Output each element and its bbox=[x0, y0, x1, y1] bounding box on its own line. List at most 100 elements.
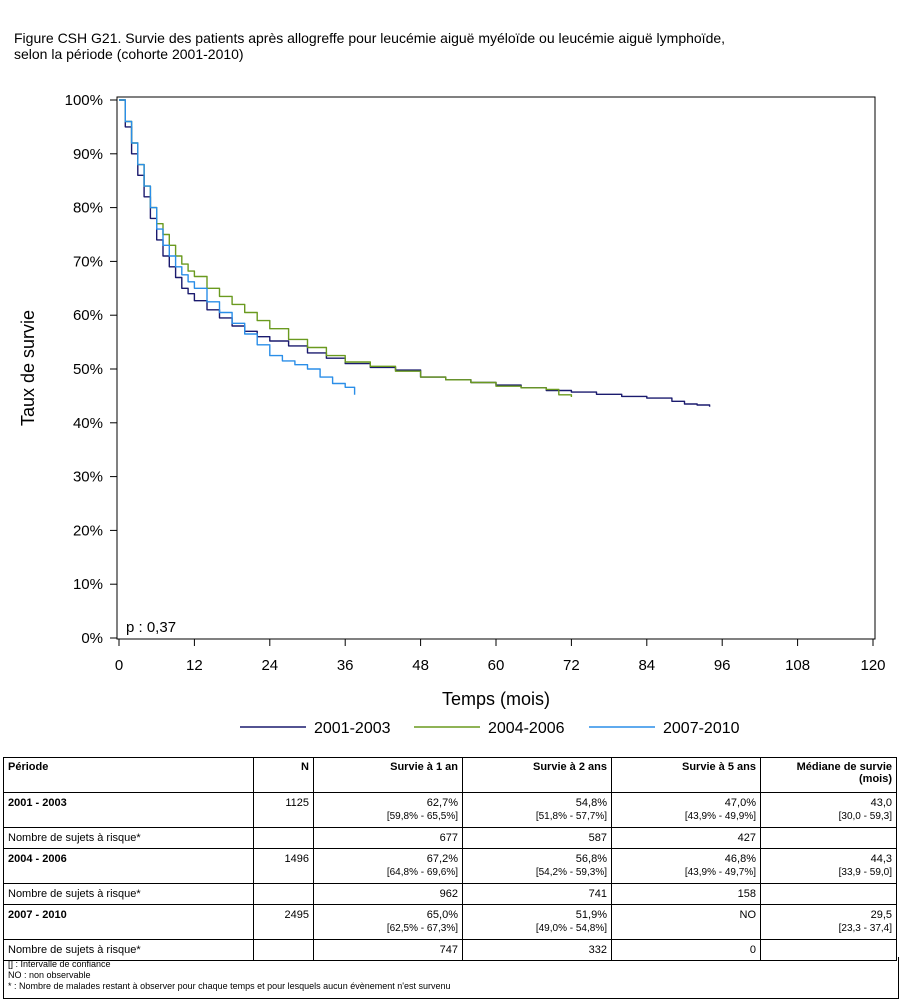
median-value: 29,5 bbox=[870, 909, 892, 921]
survival-1y-value: 65,0% bbox=[426, 909, 458, 921]
figure-title-line2: selon la période (cohorte 2001-2010) bbox=[14, 46, 244, 62]
y-tick-label: 10% bbox=[73, 576, 103, 593]
p-value-annotation: p : 0,37 bbox=[126, 619, 176, 636]
header-median-survival: Médiane de survie (mois) bbox=[760, 757, 897, 793]
survival-5y-cell: 47,0% [43,9% - 49,9%] bbox=[611, 792, 761, 828]
median-ci: [33,9 - 59,0] bbox=[838, 867, 892, 878]
y-tick-label: 30% bbox=[73, 469, 103, 486]
survival-1y-ci: [64,8% - 69,6%] bbox=[386, 867, 458, 878]
y-tick-label: 20% bbox=[73, 522, 103, 539]
survival-5y-cell: NO bbox=[611, 904, 761, 940]
series-line-2004-2006 bbox=[119, 99, 573, 397]
x-tick-label: 108 bbox=[785, 657, 810, 674]
y-axis: 0% 10% 20% 30% 40% 50% 60% 70% 80% 90% 100% bbox=[65, 92, 117, 647]
x-tick-label: 24 bbox=[261, 657, 278, 674]
period-cell: 2007 - 2010 bbox=[3, 904, 254, 940]
survival-5y-cell: 46,8% [43,9% - 49,7%] bbox=[611, 848, 761, 884]
at-risk-2y: 741 bbox=[462, 883, 612, 905]
survival-2y-ci: [54,2% - 59,3%] bbox=[535, 867, 607, 878]
legend-label: 2001-2003 bbox=[314, 720, 391, 737]
empty-cell bbox=[760, 939, 897, 961]
table-row-at-risk: Nombre de sujets à risque* 747 332 0 bbox=[3, 939, 897, 961]
at-risk-5y: 158 bbox=[611, 883, 761, 905]
empty-cell bbox=[760, 883, 897, 905]
figure-title-line1: Figure CSH G21. Survie des patients aprè… bbox=[14, 30, 726, 46]
y-tick-label: 0% bbox=[81, 630, 103, 647]
survival-1y-ci: [59,8% - 65,5%] bbox=[386, 811, 458, 822]
survival-1y-cell: 62,7% [59,8% - 65,5%] bbox=[313, 792, 463, 828]
series-line-2007-2010 bbox=[119, 99, 356, 395]
at-risk-1y: 677 bbox=[313, 827, 463, 849]
header-period: Période bbox=[3, 757, 254, 793]
survival-1y-cell: 67,2% [64,8% - 69,6%] bbox=[313, 848, 463, 884]
x-axis: 0 12 24 36 48 60 72 84 96 108 120 bbox=[115, 639, 886, 674]
median-ci: [30,0 - 59,3] bbox=[838, 811, 892, 822]
y-tick-label: 90% bbox=[73, 146, 103, 163]
survival-2y-ci: [51,8% - 57,7%] bbox=[535, 811, 607, 822]
y-tick-label: 50% bbox=[73, 361, 103, 378]
y-tick-label: 80% bbox=[73, 200, 103, 217]
survival-chart: 0 12 24 36 48 60 72 84 96 108 120 0% 10% 20% 30% 40% 50… bbox=[18, 92, 886, 737]
x-tick-label: 48 bbox=[412, 657, 429, 674]
legend-label: 2007-2010 bbox=[663, 720, 740, 737]
period-cell: 2004 - 2006 bbox=[3, 848, 254, 884]
at-risk-1y: 962 bbox=[313, 883, 463, 905]
survival-2y-cell: 51,9% [49,0% - 54,8%] bbox=[462, 904, 612, 940]
note-ci: [] : Intervalle de confiance bbox=[8, 959, 111, 969]
x-tick-label: 12 bbox=[186, 657, 203, 674]
table-row-at-risk: Nombre de sujets à risque* 962 741 158 bbox=[3, 883, 897, 905]
at-risk-2y: 332 bbox=[462, 939, 612, 961]
median-ci: [23,3 - 37,4] bbox=[838, 923, 892, 934]
at-risk-label: Nombre de sujets à risque* bbox=[3, 883, 254, 905]
y-axis-label: Taux de survie bbox=[18, 310, 38, 426]
n-cell: 2495 bbox=[253, 904, 314, 940]
legend-label: 2004-2006 bbox=[488, 720, 565, 737]
header-survival-5y: Survie à 5 ans bbox=[611, 757, 761, 793]
x-tick-label: 60 bbox=[488, 657, 505, 674]
survival-2y-cell: 54,8% [51,8% - 57,7%] bbox=[462, 792, 612, 828]
note-no: NO : non observable bbox=[8, 970, 91, 980]
header-n: N bbox=[253, 757, 314, 793]
empty-cell bbox=[253, 827, 314, 849]
at-risk-5y: 427 bbox=[611, 827, 761, 849]
x-axis-label: Temps (mois) bbox=[442, 689, 550, 709]
survival-1y-ci: [62,5% - 67,3%] bbox=[386, 923, 458, 934]
survival-5y-value: 47,0% bbox=[724, 797, 756, 809]
header-survival-1y: Survie à 1 an bbox=[313, 757, 463, 793]
n-cell: 1125 bbox=[253, 792, 314, 828]
x-tick-label: 72 bbox=[563, 657, 580, 674]
figure-title: Figure CSH G21. Survie des patients aprè… bbox=[14, 30, 874, 62]
at-risk-1y: 747 bbox=[313, 939, 463, 961]
median-cell: 43,0 [30,0 - 59,3] bbox=[760, 792, 897, 828]
period-cell: 2001 - 2003 bbox=[3, 792, 254, 828]
survival-5y-value: NO bbox=[739, 909, 757, 921]
survival-2y-ci: [49,0% - 54,8%] bbox=[535, 923, 607, 934]
series-line-2001-2003 bbox=[119, 99, 711, 407]
series-lines bbox=[119, 99, 711, 407]
survival-table: Période N Survie à 1 an Survie à 2 ans S… bbox=[3, 757, 897, 961]
survival-1y-value: 62,7% bbox=[426, 797, 458, 809]
at-risk-2y: 587 bbox=[462, 827, 612, 849]
table-notes: [] : Intervalle de confiance NO : non ob… bbox=[3, 957, 899, 999]
y-tick-label: 100% bbox=[65, 92, 103, 109]
empty-cell bbox=[253, 883, 314, 905]
plot-frame bbox=[116, 96, 876, 640]
x-tick-label: 96 bbox=[714, 657, 731, 674]
table-row: 2007 - 2010 2495 65,0% [62,5% - 67,3%] 51,9%… bbox=[3, 904, 897, 940]
median-value: 43,0 bbox=[870, 797, 892, 809]
x-tick-label: 120 bbox=[860, 657, 885, 674]
median-value: 44,3 bbox=[870, 853, 892, 865]
table-row: 2004 - 2006 1496 67,2% [64,8% - 69,6%] 56,8%… bbox=[3, 848, 897, 884]
table-row-at-risk: Nombre de sujets à risque* 677 587 427 bbox=[3, 827, 897, 849]
n-cell: 1496 bbox=[253, 848, 314, 884]
table-row: 2001 - 2003 1125 62,7% [59,8% - 65,5%] 54,8%… bbox=[3, 792, 897, 828]
median-cell: 29,5 [23,3 - 37,4] bbox=[760, 904, 897, 940]
survival-2y-value: 56,8% bbox=[575, 853, 607, 865]
x-tick-label: 0 bbox=[115, 657, 123, 674]
x-tick-label: 36 bbox=[337, 657, 354, 674]
y-tick-label: 70% bbox=[73, 253, 103, 270]
survival-2y-value: 51,9% bbox=[575, 909, 607, 921]
median-cell: 44,3 [33,9 - 59,0] bbox=[760, 848, 897, 884]
survival-5y-ci: [43,9% - 49,7%] bbox=[684, 867, 756, 878]
y-tick-label: 40% bbox=[73, 415, 103, 432]
